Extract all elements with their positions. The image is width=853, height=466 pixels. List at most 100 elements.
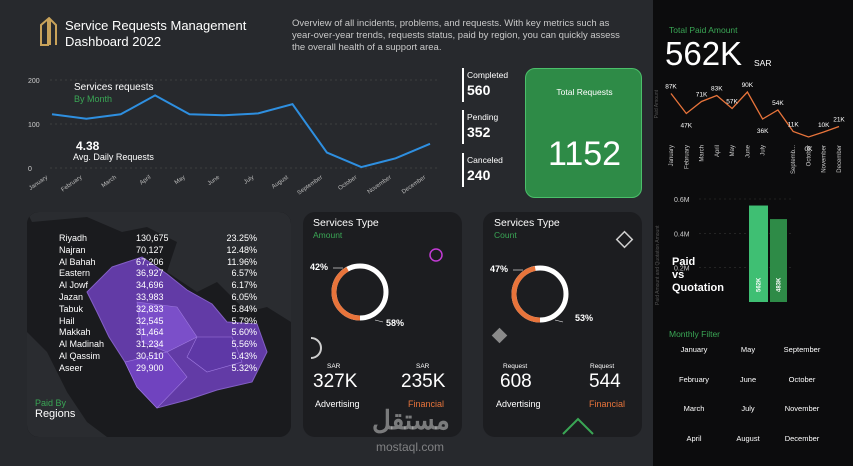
total-paid-unit: SAR: [754, 58, 772, 68]
month-filter-item[interactable]: August: [736, 433, 760, 443]
services-type-amount-card: Services Type Amount 42% 58% SAR 327K Ad…: [303, 212, 462, 437]
canceled-label: Canceled: [467, 155, 503, 165]
paid-month-label: June: [745, 144, 751, 158]
x-tick-label: April: [139, 175, 152, 187]
y-tick-label: 100: [28, 122, 40, 129]
paid-data-label: 11K: [788, 122, 800, 129]
region-amount: 34,696: [136, 280, 164, 291]
dashboard-description: Overview of all incidents, problems, and…: [292, 18, 620, 53]
count-left-value: 608: [500, 371, 532, 392]
page-title: Service Requests Management Dashboard 20…: [65, 18, 247, 49]
month-filter-item[interactable]: October: [788, 374, 816, 384]
month-filter-item[interactable]: November: [784, 404, 820, 413]
amount-right-unit: SAR: [416, 363, 430, 370]
paid-bar: [749, 205, 768, 302]
month-filter-item[interactable]: May: [740, 345, 756, 354]
region-row[interactable]: Tabuk 32,833 5.84%: [59, 304, 267, 316]
region-row[interactable]: Al Jowf 34,696 6.17%: [59, 280, 267, 292]
region-name: Najran: [59, 244, 86, 255]
x-tick-label: May: [174, 175, 187, 186]
region-pct: 5.32%: [231, 362, 257, 373]
month-filter-item[interactable]: March: [683, 404, 705, 413]
canceled-value: 240: [467, 167, 491, 183]
avg-daily-value: 4.38: [76, 139, 100, 153]
total-requests-card[interactable]: Total Requests 1152: [525, 68, 642, 198]
services-amount-subtitle: Amount: [313, 230, 343, 240]
region-row[interactable]: Eastern 36,927 6.57%: [59, 268, 267, 280]
count-left-label: Advertising: [496, 399, 541, 409]
month-filter-item[interactable]: January: [680, 345, 708, 354]
region-pct: 6.05%: [231, 292, 257, 302]
services-requests-subtitle: By Month: [74, 94, 113, 104]
pending-value: 352: [467, 124, 491, 140]
month-filter-item[interactable]: September: [783, 345, 821, 354]
services-type-count-card: Services Type Count 47% 53% Request 608 …: [483, 212, 642, 437]
paid-data-label: 57K: [726, 99, 738, 106]
paid-month-label: April: [715, 145, 721, 157]
paid-data-label: 10K: [818, 122, 830, 129]
region-amount: 67,206: [136, 256, 164, 267]
region-name: Aseer: [59, 362, 83, 373]
x-tick-label: June: [207, 174, 222, 187]
avg-daily-label: Avg. Daily Requests: [73, 152, 154, 162]
y-tick-label: 0.2M: [674, 266, 690, 273]
regions-title-line1: Paid By: [35, 398, 67, 408]
count-right-value: 544: [589, 371, 621, 392]
region-row[interactable]: Najran 70,127 12.48%: [59, 245, 267, 257]
paid-month-label: May: [730, 145, 736, 156]
x-tick-label: October: [337, 175, 358, 192]
region-row[interactable]: Makkah 31,464 5.60%: [59, 327, 267, 339]
region-name: Jazan: [59, 292, 84, 302]
month-filter-item[interactable]: June: [739, 374, 757, 384]
count-right-label: Financial: [589, 399, 626, 409]
total-requests-value: 1152: [547, 135, 622, 173]
month-filter-item[interactable]: December: [784, 433, 820, 443]
month-filter-item[interactable]: July: [741, 404, 755, 413]
amount-left-value: 327K: [313, 371, 358, 392]
region-pct: 5.84%: [231, 303, 257, 314]
watermark-arabic: مستقل: [372, 405, 450, 435]
paid-month-label: November: [822, 145, 828, 173]
amount-right-value: 235K: [401, 371, 446, 392]
paid-data-label: 90K: [742, 82, 754, 89]
bar-value-label: 562K: [757, 277, 763, 292]
orange-segment: [331, 263, 389, 321]
region-row[interactable]: Al Madinah 31,234 5.56%: [59, 339, 267, 351]
region-row[interactable]: Riyadh 130,675 23.25%: [59, 233, 267, 245]
region-name: Al Bahah: [59, 256, 96, 267]
paid-month-label: December: [837, 145, 843, 173]
month-filter-item[interactable]: April: [686, 433, 702, 443]
paid-vs-quotation-chart: 0.6M 0.4M 0.2M 562K 483K: [674, 197, 793, 302]
logo-icon: [40, 17, 57, 46]
services-requests-chart: 200 100 0 January February March April May June J…: [28, 78, 440, 196]
paid-data-label: 83K: [711, 86, 723, 93]
services-count-title: Services Type: [494, 217, 560, 229]
decor-diamond-icon: [615, 230, 634, 249]
region-pct: 11.96%: [227, 256, 257, 267]
amount-right-pct: 58%: [386, 318, 405, 328]
region-row[interactable]: Aseer 29,900 5.32%: [59, 363, 267, 375]
decor-diamond-green-icon: [562, 417, 594, 435]
services-count-donut: [491, 230, 634, 435]
region-row[interactable]: Jazan 33,983 6.05%: [59, 292, 267, 304]
paid-data-label: 0K: [804, 146, 813, 153]
pending-label: Pending: [467, 112, 499, 122]
completed-label: Completed: [467, 70, 509, 80]
region-row[interactable]: Al Bahah 67,206 11.96%: [59, 257, 267, 269]
region-row[interactable]: Hail 32,545 5.79%: [59, 316, 267, 328]
paid-data-label: 71K: [696, 92, 708, 99]
region-pct: 6.57%: [231, 268, 257, 279]
paid-data-label: 36K: [757, 128, 769, 135]
region-pct: 12.48%: [226, 244, 257, 255]
region-amount: 32,545: [136, 315, 164, 326]
y-tick-label: 0: [28, 166, 32, 173]
month-filter-item[interactable]: February: [678, 374, 709, 384]
paid-line: [670, 90, 840, 138]
region-amount: 33,983: [136, 292, 164, 302]
region-amount: 30,510: [136, 351, 164, 361]
region-row[interactable]: Al Qassim 30,510 5.43%: [59, 351, 267, 363]
status-divider: [462, 68, 464, 102]
paid-month-label: March: [700, 145, 706, 162]
watermark-latin: mostaql.com: [376, 440, 445, 454]
